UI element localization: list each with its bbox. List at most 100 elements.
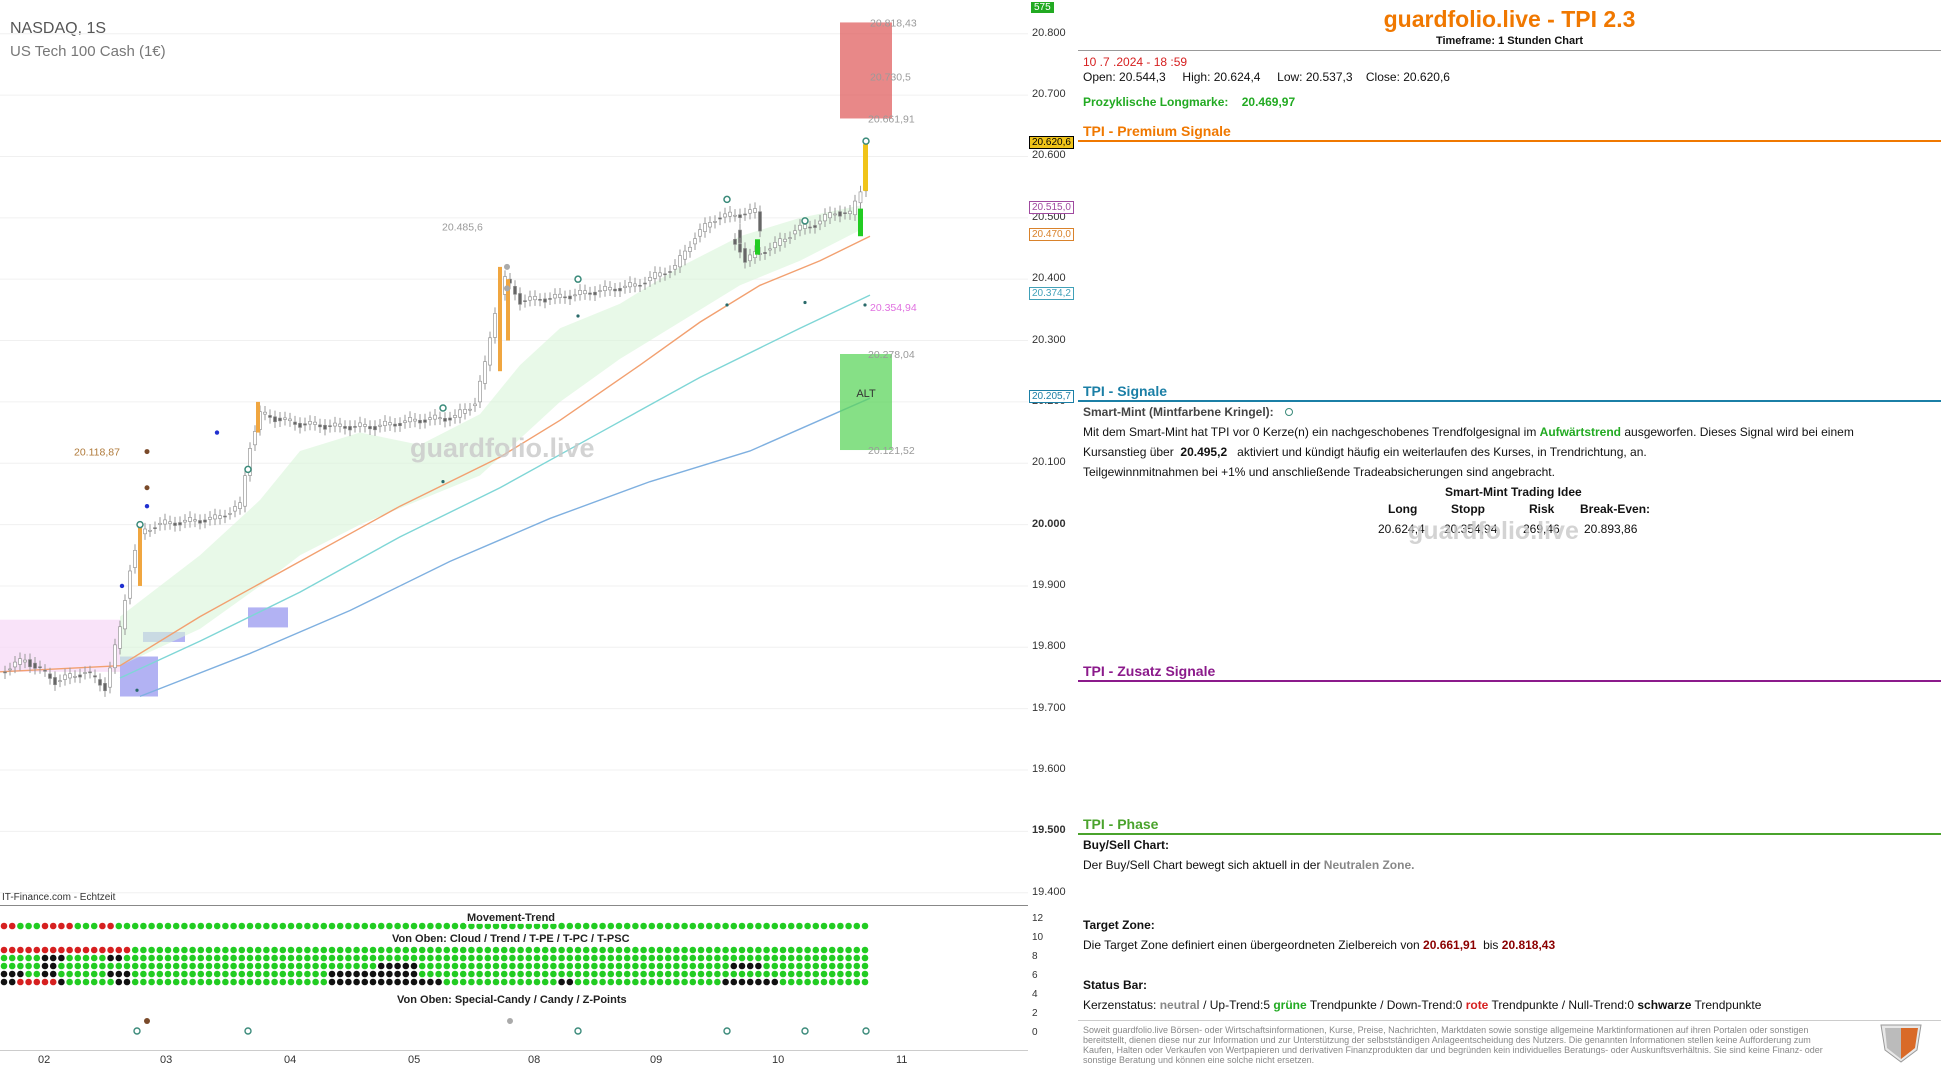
candle-body <box>493 313 497 338</box>
x-tick-label: 11 <box>896 1054 908 1066</box>
trend-dot <box>271 970 278 978</box>
trend-dot <box>123 962 131 970</box>
level-label: 20.118,87 <box>74 447 120 459</box>
trend-dot <box>295 978 303 986</box>
trend-dot <box>484 970 492 978</box>
trend-dot <box>451 970 459 978</box>
trend-dot <box>222 922 229 930</box>
candle-body <box>468 408 472 411</box>
trend-dot <box>459 978 467 986</box>
candle-body <box>838 211 842 217</box>
price-chart-pane[interactable]: NASDAQ, 1S US Tech 100 Cash (1€) ALT 20.8… <box>0 0 1029 905</box>
candle-body <box>753 208 757 213</box>
trend-dot <box>689 946 697 954</box>
trend-dot <box>763 954 770 962</box>
trend-dot <box>492 978 500 986</box>
price-tag: 20.205,7 <box>1029 390 1074 404</box>
smart-mint-label: Smart-Mint (Mintfarbene Kringel): <box>1083 405 1294 419</box>
candle-body <box>458 409 462 418</box>
trend-dot <box>213 978 221 986</box>
price-tag: 20.515,0 <box>1029 200 1074 214</box>
trend-dot <box>533 946 541 954</box>
trend-dot <box>263 962 270 970</box>
trend-dot <box>517 978 524 986</box>
trend-dot <box>861 978 869 986</box>
trend-dot <box>238 946 246 954</box>
candle-body <box>348 426 352 431</box>
trend-dot <box>156 970 164 978</box>
trend-dot <box>205 922 213 930</box>
candle-body <box>198 520 202 524</box>
trend-dot <box>550 970 557 978</box>
trend-dot <box>41 970 49 978</box>
candle-body <box>423 419 427 423</box>
signals-divider <box>1078 400 1941 402</box>
trend-dot <box>172 978 180 986</box>
trend-dot <box>459 954 467 962</box>
trend-dot <box>656 978 664 986</box>
trend-dot <box>58 970 65 978</box>
candle-body <box>843 212 847 215</box>
indicator-y-label: 4 <box>1032 989 1038 1000</box>
candle-body <box>148 529 152 532</box>
trend-dot <box>681 978 688 986</box>
candle-body <box>823 214 827 222</box>
trend-dot <box>189 922 196 930</box>
trend-dot <box>640 962 647 970</box>
trend-dot <box>541 922 549 930</box>
trend-dot <box>648 954 656 962</box>
trend-dot <box>779 946 787 954</box>
ohlc-low: Low: 20.537,3 <box>1277 70 1353 84</box>
trend-dot <box>90 922 98 930</box>
trend-dot <box>336 970 344 978</box>
trend-dot <box>591 946 598 954</box>
trend-dot <box>345 962 352 970</box>
trend-dot <box>410 970 418 978</box>
candle-body <box>193 519 197 522</box>
candle-body <box>528 296 532 301</box>
candle-body <box>628 282 632 288</box>
longmarke-line: Prozyklische Longmarke: 20.469,97 <box>1083 95 1295 109</box>
trend-dot <box>181 922 188 930</box>
trend-dot <box>213 946 221 954</box>
trend-dot <box>369 946 377 954</box>
trend-dot <box>369 962 377 970</box>
trend-dot <box>443 978 451 986</box>
trend-dot <box>172 954 180 962</box>
trend-dot <box>418 962 426 970</box>
smart-mint-line-1: Mit dem Smart-Mint hat TPI vor 0 Kerze(n… <box>1083 425 1854 439</box>
candle-body <box>813 225 817 228</box>
indicator-pane[interactable]: Movement-Trend Von Oben: Cloud / Trend /… <box>0 905 1028 1051</box>
trend-dot <box>197 922 205 930</box>
trend-dot <box>787 978 795 986</box>
trend-dot <box>238 978 246 986</box>
candle-body <box>648 276 652 282</box>
trend-dot <box>861 954 869 962</box>
trend-dot <box>853 946 861 954</box>
trend-dot <box>386 946 393 954</box>
trend-dot <box>500 954 508 962</box>
trend-dot <box>410 922 418 930</box>
candle-body <box>583 290 587 295</box>
trend-dot <box>58 946 65 954</box>
trend-dot <box>820 946 828 954</box>
green-candle <box>858 208 863 237</box>
candle-body <box>133 550 137 568</box>
trend-dot <box>541 962 549 970</box>
trend-dot <box>230 946 237 954</box>
sm-line1-c: ausgeworfen. Dieses Signal wird bei eine… <box>1624 425 1854 439</box>
trend-dot <box>386 954 393 962</box>
y-tick-label: 20.600 <box>1032 149 1066 162</box>
orange-ma-line <box>0 235 871 673</box>
sm-line1-a: Mit dem Smart-Mint hat TPI vor 0 Kerze(n… <box>1083 425 1537 439</box>
trend-dot <box>714 962 721 970</box>
trend-dot <box>90 946 98 954</box>
trend-cloud <box>120 205 860 666</box>
y-axis[interactable]: 575 20.800 20.700 20.600 20.500 20.400 20.300 2… <box>1028 0 1079 1068</box>
grey-dot <box>504 263 510 270</box>
x-tick-label: 10 <box>772 1054 785 1066</box>
trend-dot <box>746 962 754 970</box>
trend-dot <box>787 946 795 954</box>
smart-mint-circle <box>801 217 809 225</box>
candy-circle <box>723 1027 731 1035</box>
